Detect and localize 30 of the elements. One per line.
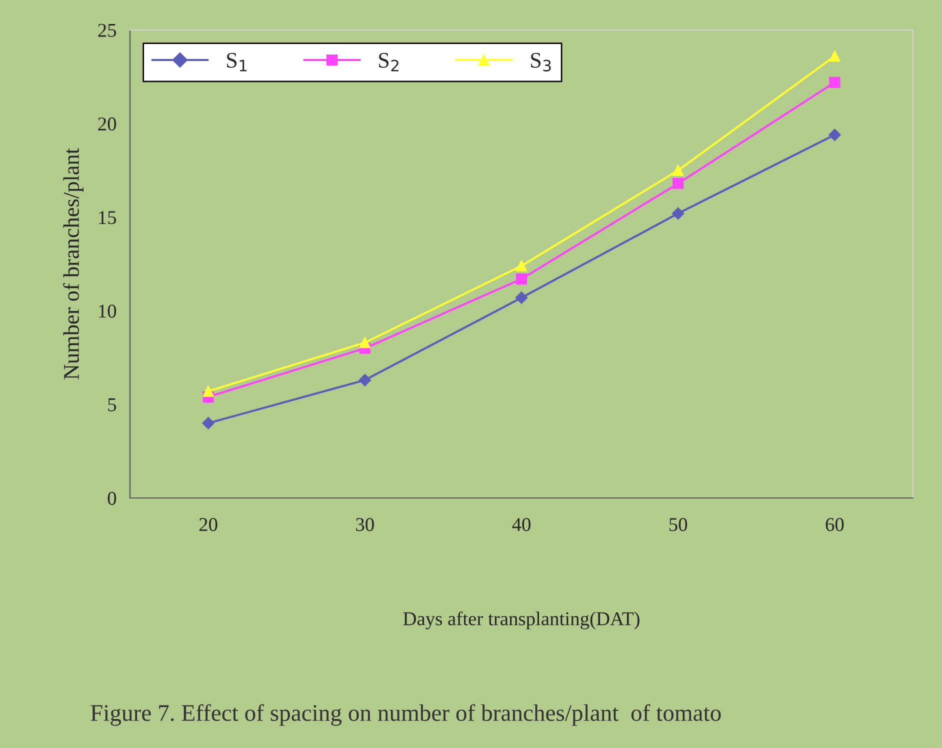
point <box>516 260 528 272</box>
point <box>202 417 214 430</box>
x-tick-label: 30 <box>356 518 374 532</box>
x-tick-label: 40 <box>512 518 530 532</box>
y-tick-label: 10 <box>99 304 116 318</box>
y-tick-label: 25 <box>98 24 116 37</box>
y-tick-label: 5 <box>108 398 116 412</box>
y-tick-label: 15 <box>99 211 116 224</box>
x-tick-label: 20 <box>199 518 218 532</box>
point <box>515 292 528 304</box>
y-tick-label: 0 <box>108 492 116 505</box>
point <box>672 178 684 190</box>
point <box>672 207 684 220</box>
point <box>516 273 528 285</box>
x-tick-label: 50 <box>670 518 688 532</box>
point <box>672 164 684 176</box>
point <box>828 128 841 141</box>
point <box>829 50 840 62</box>
caption: Figure 7. Effect of spacing on number of branches/plant of tomato <box>90 704 721 726</box>
legend-label: S$_{3}$ <box>531 52 551 72</box>
x-tick-label: 60 <box>826 518 844 532</box>
x-axis-title: Days after transplanting(DAT) <box>403 611 640 630</box>
point <box>202 386 214 397</box>
legend-label: S$_{1}$ <box>227 52 247 72</box>
point <box>358 374 371 386</box>
legend-label: S$_{2}$ <box>379 52 398 72</box>
y-axis-title: Number of branches/plant <box>63 148 84 380</box>
point <box>829 76 840 88</box>
point <box>359 337 370 348</box>
y-tick-label: 20 <box>98 117 116 131</box>
